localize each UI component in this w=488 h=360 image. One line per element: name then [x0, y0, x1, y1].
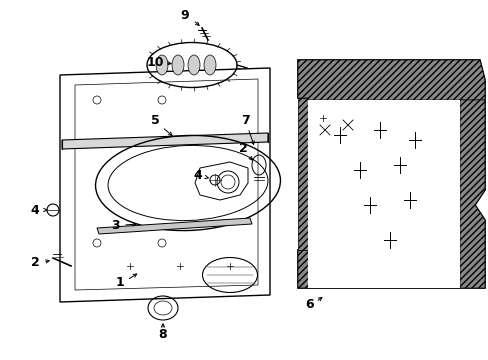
Polygon shape	[297, 98, 307, 250]
Text: 9: 9	[181, 9, 189, 22]
Text: 4: 4	[31, 203, 40, 216]
Text: 10: 10	[146, 55, 163, 68]
Text: 4: 4	[193, 168, 202, 181]
Text: 8: 8	[159, 328, 167, 342]
Text: 7: 7	[240, 113, 249, 126]
Text: 1: 1	[115, 276, 124, 289]
Ellipse shape	[156, 55, 168, 75]
Polygon shape	[459, 100, 484, 288]
Text: 3: 3	[110, 219, 119, 231]
Ellipse shape	[187, 55, 200, 75]
Text: 2: 2	[238, 141, 247, 154]
Ellipse shape	[172, 55, 183, 75]
Polygon shape	[297, 250, 459, 288]
Ellipse shape	[203, 55, 216, 75]
Text: 5: 5	[150, 113, 159, 126]
Text: 6: 6	[305, 298, 314, 311]
Polygon shape	[297, 60, 484, 100]
Polygon shape	[62, 133, 267, 149]
Text: 2: 2	[31, 256, 40, 270]
Polygon shape	[307, 100, 459, 288]
Polygon shape	[97, 218, 251, 234]
